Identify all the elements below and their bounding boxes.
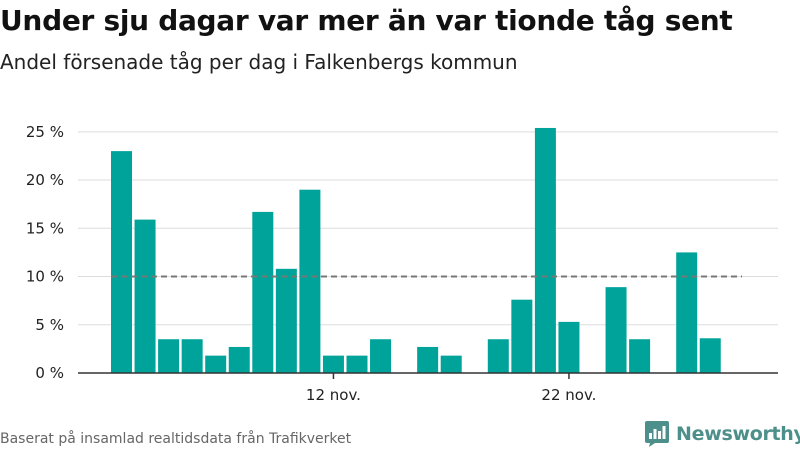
bar	[699, 338, 721, 373]
newsworthy-logo-icon	[645, 421, 669, 447]
bar	[417, 346, 439, 373]
bar	[111, 151, 132, 373]
bar	[558, 321, 580, 373]
y-tick-label: 0 %	[35, 364, 64, 382]
y-tick-label: 15 %	[26, 219, 64, 237]
y-tick-label: 5 %	[35, 316, 64, 334]
bar	[511, 299, 533, 373]
bar	[605, 287, 627, 373]
y-tick-label: 25 %	[26, 123, 64, 141]
bar	[440, 355, 462, 373]
bar	[181, 339, 203, 373]
bar	[252, 211, 274, 373]
brand-logo: Newsworthy	[644, 420, 800, 448]
y-tick-label: 10 %	[26, 268, 64, 286]
bar	[205, 355, 227, 373]
bar	[134, 219, 156, 373]
y-axis-labels: 0 % 5 % 10 % 15 % 20 % 25 %	[26, 123, 64, 382]
bar	[228, 346, 250, 373]
bar	[629, 339, 651, 373]
grid-lines	[78, 131, 778, 326]
bar	[534, 127, 556, 373]
bar	[158, 339, 180, 373]
x-tick-label: 22 nov.	[541, 386, 596, 404]
source-note: Baserat på insamlad realtidsdata från Tr…	[0, 431, 352, 447]
x-axis-labels: 12 nov. 22 nov.	[306, 373, 596, 404]
bar	[370, 339, 392, 373]
y-tick-label: 20 %	[26, 171, 64, 189]
bar	[322, 355, 344, 373]
brand-name: Newsworthy	[676, 423, 800, 445]
chart-subtitle: Andel försenade tåg per dag i Falkenberg…	[0, 50, 518, 74]
bar	[275, 268, 297, 373]
x-tick-label: 12 nov.	[306, 386, 361, 404]
bar	[299, 189, 321, 373]
bar	[487, 339, 509, 373]
bar	[676, 252, 698, 373]
bar	[346, 355, 368, 373]
bars	[111, 127, 721, 373]
chart-title: Under sju dagar var mer än var tionde tå…	[0, 4, 733, 37]
